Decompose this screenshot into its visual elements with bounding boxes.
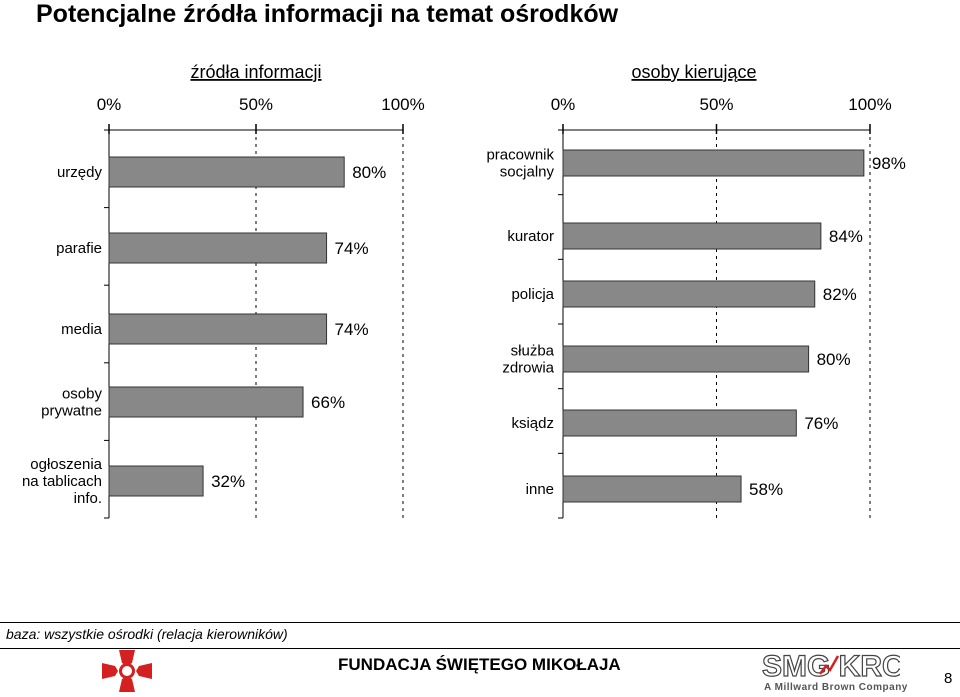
footer-divider-top <box>0 622 960 623</box>
chart2-bar <box>562 475 742 503</box>
chart2-category-label: ksiądz <box>511 415 554 432</box>
logo-subtitle: A Millward Brown Company <box>764 682 908 693</box>
chart1-title: źródła informacji <box>190 62 321 82</box>
page-title: Potencjalne źródła informacji na temat o… <box>36 0 619 28</box>
chart1-bar <box>108 156 345 188</box>
chart2-value-label: 84% <box>829 227 863 246</box>
chart1-category-label: ogłoszenia na tablicach info. <box>22 456 103 507</box>
chart2-value-label: 58% <box>749 480 783 499</box>
chart2-tick-label: 0% <box>551 95 576 114</box>
foundation-name: FUNDACJA ŚWIĘTEGO MIKOŁAJA <box>338 655 621 674</box>
chart2-tick-label: 50% <box>699 95 733 114</box>
chart1-category-label: parafie <box>56 240 102 257</box>
smg-krc-logo: SMG KRC <box>760 648 904 687</box>
chart1-tick-label: 0% <box>97 95 122 114</box>
chart2-value-label: 98% <box>872 154 906 173</box>
chart2-bar <box>562 149 865 177</box>
chart2-category-label: policja <box>511 286 554 303</box>
chart1-category-label: media <box>61 321 103 338</box>
chart1-category-label: osoby prywatne <box>41 386 102 420</box>
charts-area: źródła informacji 0% 50% 100% 80% urzędy 74% pa… <box>22 62 906 519</box>
chart2-tick-label: 100% <box>848 95 891 114</box>
chart2-title: osoby kierujące <box>631 62 756 82</box>
chart1-bar <box>108 232 328 264</box>
chart1-value-label: 74% <box>335 239 369 258</box>
chart2-category-label: kurator <box>507 228 554 245</box>
footer-divider-bottom <box>0 648 960 649</box>
chart2-value-label: 82% <box>823 285 857 304</box>
chart1-tick-label: 50% <box>239 95 273 114</box>
chart2-bar <box>562 222 822 250</box>
chart1-value-label: 66% <box>311 393 345 412</box>
chart1-tick-label: 100% <box>381 95 424 114</box>
chart2-category-label: służba zdrowia <box>502 343 554 377</box>
chart1-value-label: 74% <box>335 320 369 339</box>
page-number: 8 <box>944 670 953 687</box>
chart1-bar <box>108 313 328 345</box>
base-footnote: baza: wszystkie ośrodki (relacja kierown… <box>6 626 288 642</box>
chart2-category-label: inne <box>526 481 554 498</box>
chart1-category-label: urzędy <box>57 164 103 181</box>
caritas-cross-logo-icon <box>102 650 152 697</box>
chart1-value-label: 32% <box>211 472 245 491</box>
chart1-bar <box>108 386 304 418</box>
chart2-value-label: 80% <box>817 350 851 369</box>
chart1-value-label: 80% <box>352 163 386 182</box>
chart2-bar <box>562 409 797 437</box>
chart2-bar <box>562 280 816 308</box>
chart2-bar <box>562 345 810 373</box>
chart2-value-label: 76% <box>804 414 838 433</box>
chart2-category-label: pracownik socjalny <box>486 147 554 181</box>
chart1-bar <box>108 465 204 497</box>
